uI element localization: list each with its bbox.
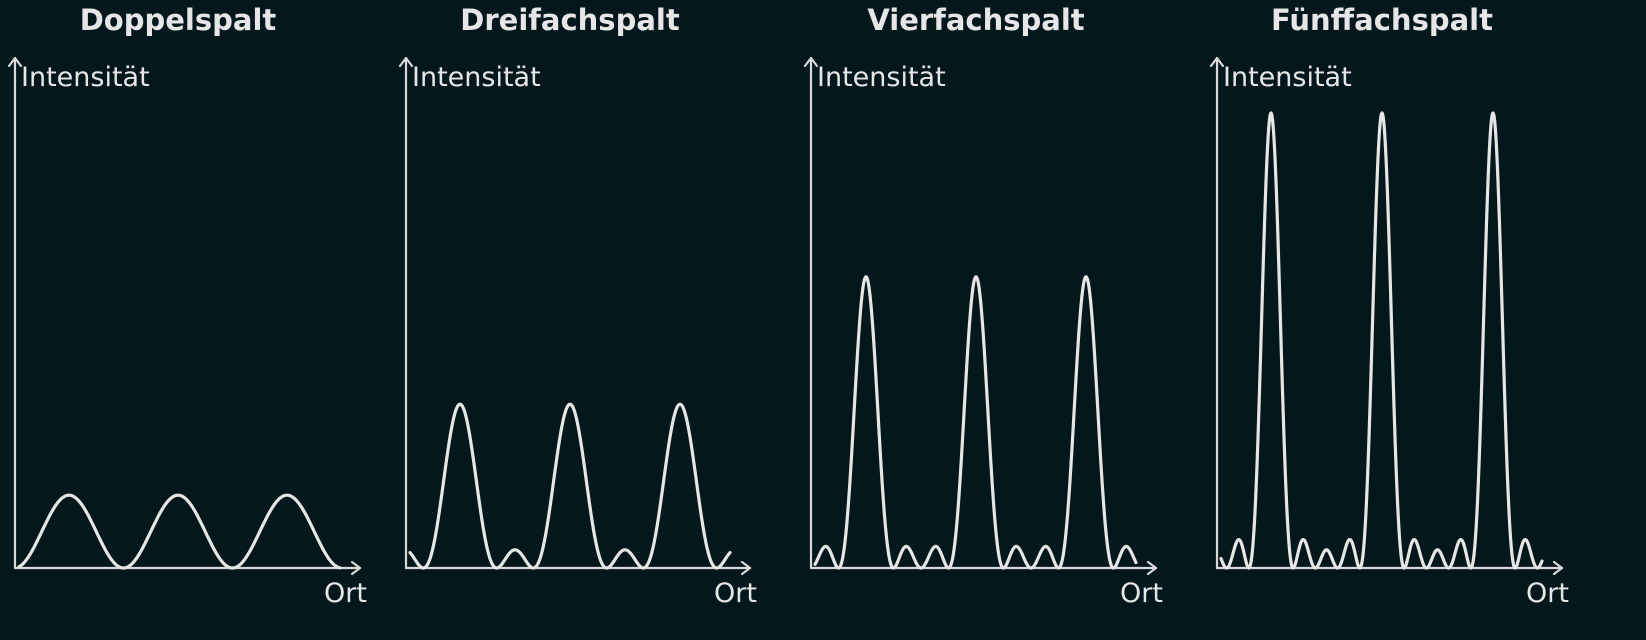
panel-doppelspalt: Doppelspalt Intensität Ort <box>7 3 367 609</box>
axes <box>1209 56 1564 576</box>
x-axis-label: Ort <box>1526 578 1569 609</box>
axes <box>803 56 1158 576</box>
y-axis-arrow-icon <box>1209 56 1225 68</box>
x-axis-arrow-icon <box>740 560 752 576</box>
intensity-curve <box>17 493 342 570</box>
panel-title: Doppelspalt <box>80 3 277 37</box>
axes <box>7 56 362 576</box>
y-axis-label: Intensität <box>21 62 150 93</box>
intensity-curve <box>408 402 732 570</box>
x-axis-arrow-icon <box>1552 560 1564 576</box>
panel-fuenffachspalt: Fünffachspalt Intensität Ort <box>1209 3 1569 609</box>
y-axis-arrow-icon <box>398 56 414 68</box>
x-axis-arrow-icon <box>1146 560 1158 576</box>
panel-title: Dreifachspalt <box>460 3 680 37</box>
intensity-curve <box>1219 111 1544 570</box>
x-axis-label: Ort <box>714 578 757 609</box>
x-axis-label: Ort <box>324 578 367 609</box>
panel-title: Vierfachspalt <box>867 3 1084 37</box>
x-axis-arrow-icon <box>350 560 362 576</box>
axes <box>398 56 752 576</box>
x-axis-label: Ort <box>1120 578 1163 609</box>
y-axis-label: Intensität <box>412 62 541 93</box>
panel-dreifachspalt: Dreifachspalt Intensität Ort <box>398 3 757 609</box>
y-axis-label: Intensität <box>817 62 946 93</box>
intensity-curve <box>813 275 1138 570</box>
y-axis-arrow-icon <box>803 56 819 68</box>
y-axis-label: Intensität <box>1223 62 1352 93</box>
panel-vierfachspalt: Vierfachspalt Intensität Ort <box>803 3 1163 609</box>
y-axis-arrow-icon <box>7 56 23 68</box>
panel-title: Fünffachspalt <box>1271 3 1493 37</box>
